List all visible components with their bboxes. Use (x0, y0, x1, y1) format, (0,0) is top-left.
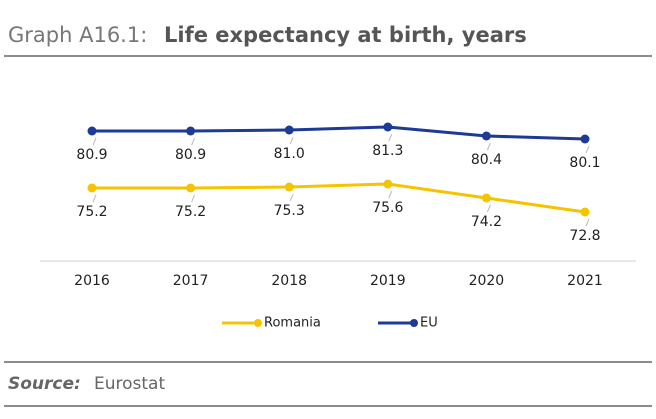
data-label: 81.3 (372, 143, 403, 159)
label-leader (92, 194, 97, 203)
series-line (92, 125, 586, 141)
data-point (186, 126, 196, 136)
label-leader (289, 193, 294, 202)
chart-title-prefix: Graph A16.1: (8, 23, 147, 47)
x-tick-label: 2018 (271, 273, 307, 289)
data-label: 75.2 (175, 204, 206, 220)
data-point (580, 134, 590, 144)
data-label: 81.0 (274, 146, 305, 162)
data-point (580, 207, 590, 217)
legend-label: Romania (264, 316, 321, 331)
x-tick-label: 2016 (74, 273, 110, 289)
x-tick-label: 2020 (469, 273, 505, 289)
data-point (87, 183, 97, 193)
series-line (92, 182, 586, 214)
label-leader (388, 190, 393, 199)
data-label: 75.3 (274, 203, 305, 219)
x-tick-label: 2017 (173, 273, 209, 289)
data-label: 75.6 (372, 200, 403, 216)
legend-marker (410, 319, 418, 327)
data-point (284, 125, 294, 135)
data-point (383, 179, 393, 189)
chart-title: Life expectancy at birth, years (164, 23, 527, 47)
data-label: 74.2 (471, 214, 502, 230)
data-point (383, 122, 393, 132)
label-leader (191, 137, 196, 146)
data-point (481, 193, 491, 203)
label-leader (92, 137, 97, 146)
label-leader (585, 218, 590, 227)
label-leader (486, 204, 491, 213)
x-tick-label: 2021 (567, 273, 603, 289)
source-label: Source: (8, 374, 81, 394)
label-leader (585, 145, 590, 154)
data-label: 80.9 (175, 147, 206, 163)
data-label: 75.2 (76, 204, 107, 220)
data-label: 80.9 (76, 147, 107, 163)
x-tick-label: 2019 (370, 273, 406, 289)
legend-label: EU (420, 316, 438, 331)
label-leader (388, 133, 393, 142)
data-label: 80.1 (569, 155, 600, 171)
source-text: Eurostat (94, 374, 165, 394)
legend-marker (254, 319, 262, 327)
data-point (186, 183, 196, 193)
data-point (87, 126, 97, 136)
label-leader (191, 194, 196, 203)
label-leader (289, 136, 294, 145)
data-label: 80.4 (471, 152, 502, 168)
label-leader (486, 142, 491, 151)
data-point (481, 131, 491, 141)
data-label: 72.8 (569, 228, 600, 244)
data-point (284, 182, 294, 192)
